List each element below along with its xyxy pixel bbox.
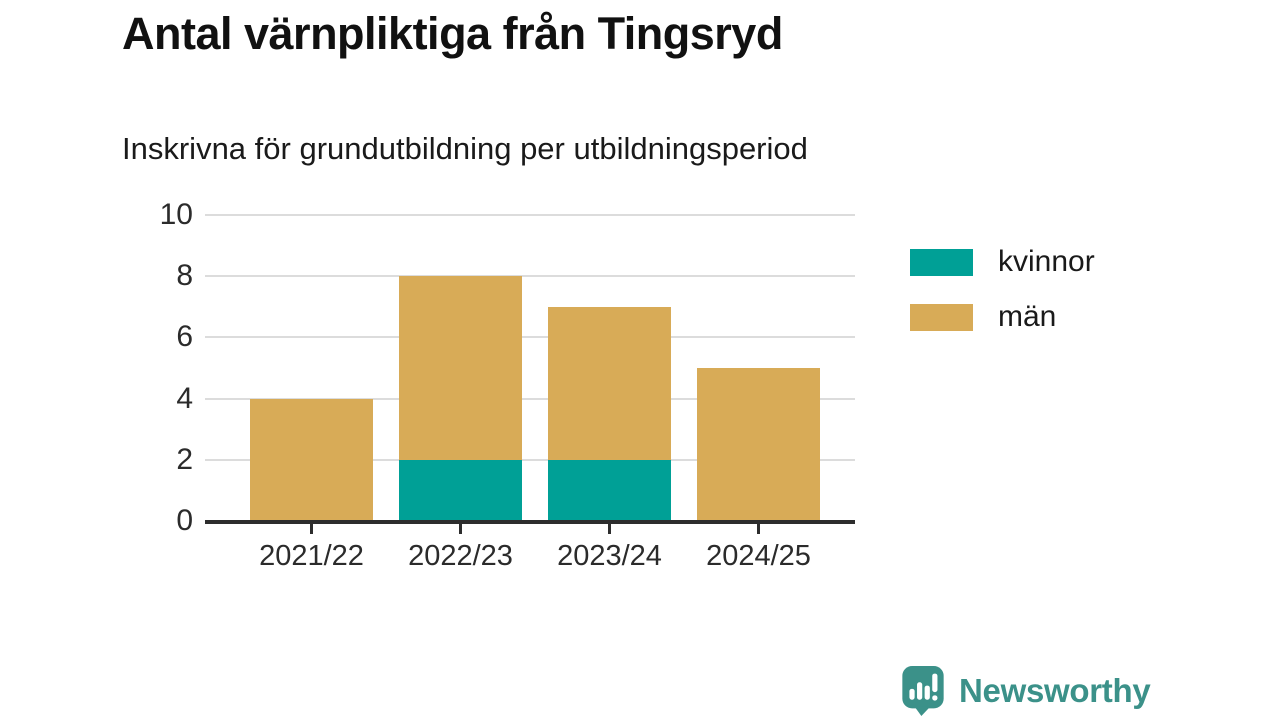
- legend-item-kvinnor: kvinnor: [910, 245, 1095, 279]
- x-axis-label-2024/25: 2024/25: [706, 540, 811, 572]
- bar-segment-kvinnor-2022/23: [399, 459, 522, 521]
- x-tick-2024/25: [757, 524, 760, 534]
- y-axis-label-8: 8: [176, 259, 193, 293]
- y-axis-label-0: 0: [176, 504, 193, 537]
- bar-segment-män-2021/22: [250, 398, 373, 521]
- gridline-y4: [205, 397, 855, 400]
- gridline-y2: [205, 458, 855, 461]
- chart-title: Antal värnpliktiga från Tingsryd: [122, 8, 783, 59]
- brand-logo: Newsworthy: [901, 666, 1151, 716]
- newsworthy-speech-bubble-barchart-icon: [902, 666, 944, 716]
- x-tick-2022/23: [459, 524, 462, 534]
- gridline-y10: [205, 214, 855, 216]
- y-axis-label-2: 2: [176, 442, 193, 476]
- x-axis-line: [205, 520, 855, 524]
- bar-segment-män-2024/25: [697, 368, 820, 521]
- bar-segment-män-2022/23: [399, 276, 522, 460]
- bar-segment-kvinnor-2023/24: [548, 459, 671, 521]
- x-axis-label-2022/23: 2022/23: [408, 540, 513, 572]
- x-tick-2023/24: [608, 524, 611, 534]
- brand-name: Newsworthy: [959, 672, 1151, 709]
- legend-swatch-man: [910, 303, 973, 331]
- legend: kvinnor män: [910, 245, 1095, 355]
- bar-segment-män-2023/24: [548, 306, 671, 460]
- legend-swatch-kvinnor: [910, 248, 973, 276]
- legend-label-män: män: [998, 300, 1057, 333]
- y-axis-label-6: 6: [176, 320, 193, 354]
- y-axis-label-4: 4: [176, 381, 193, 415]
- chart-subtitle: Inskrivna för grundutbildning per utbild…: [122, 131, 808, 166]
- plot-area: [205, 214, 855, 521]
- y-axis-label-10: 10: [159, 198, 193, 231]
- x-axis-label-2021/22: 2021/22: [259, 540, 364, 572]
- gridline-y8: [205, 275, 855, 278]
- legend-label-kvinnor: kvinnor: [998, 245, 1095, 278]
- x-tick-2021/22: [310, 524, 313, 534]
- legend-item-män: män: [910, 300, 1095, 334]
- x-axis-label-2023/24: 2023/24: [557, 540, 662, 572]
- gridline-y6: [205, 336, 855, 339]
